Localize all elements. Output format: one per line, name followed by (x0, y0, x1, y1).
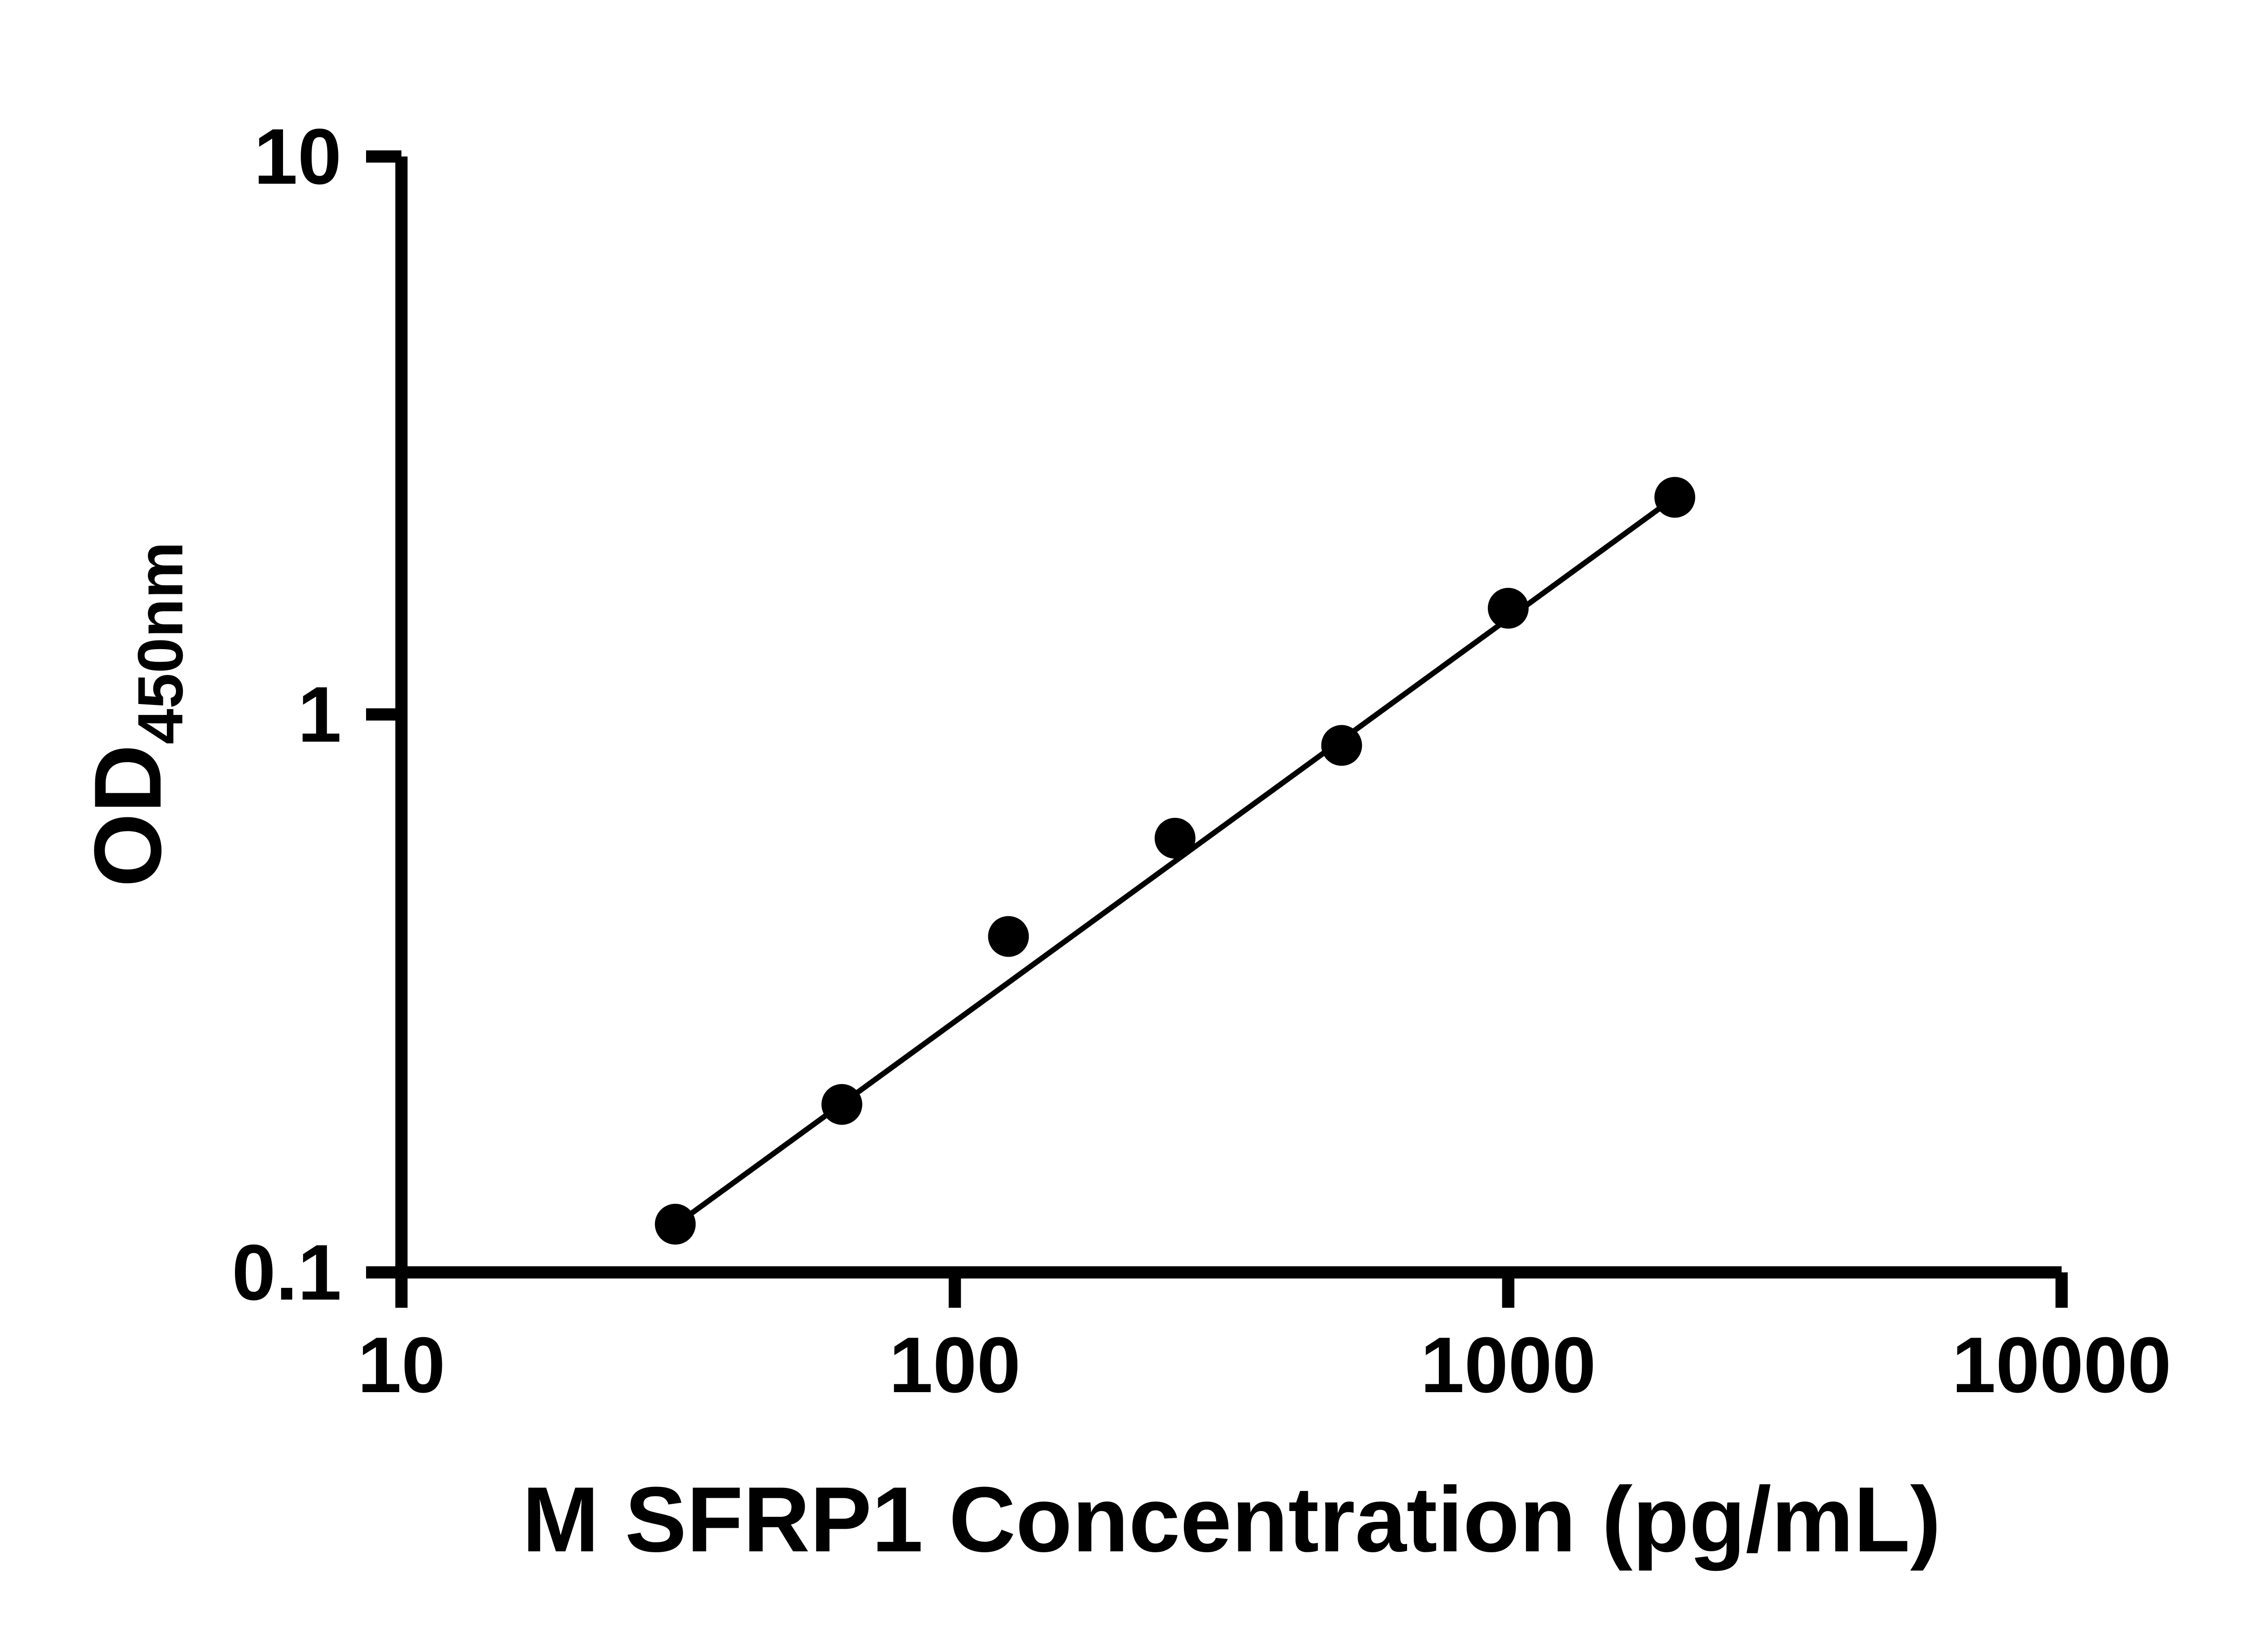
x-tick-label: 10 (357, 1320, 445, 1409)
data-point (1654, 477, 1696, 518)
data-point (1154, 817, 1196, 859)
data-point (655, 1203, 696, 1245)
y-tick-label: 1 (298, 670, 342, 758)
data-point (821, 1084, 862, 1125)
x-tick-label: 10000 (1952, 1320, 2171, 1409)
axis-lines (395, 156, 2062, 1279)
data-point (1488, 587, 1529, 629)
y-tick-label: 0.1 (232, 1228, 342, 1316)
data-point (988, 916, 1029, 957)
y-axis-title-subscript: 450nm (124, 542, 196, 744)
x-axis-title: M SFRP1 Concentration (pg/mL) (522, 1468, 1941, 1571)
data-point (1321, 725, 1362, 766)
x-tick-label: 1000 (1420, 1320, 1596, 1409)
x-tick-label: 100 (889, 1320, 1021, 1409)
y-axis-title-main: OD (74, 744, 181, 887)
y-tick-label: 10 (254, 112, 342, 200)
y-axis-title: OD450nm (74, 542, 196, 887)
